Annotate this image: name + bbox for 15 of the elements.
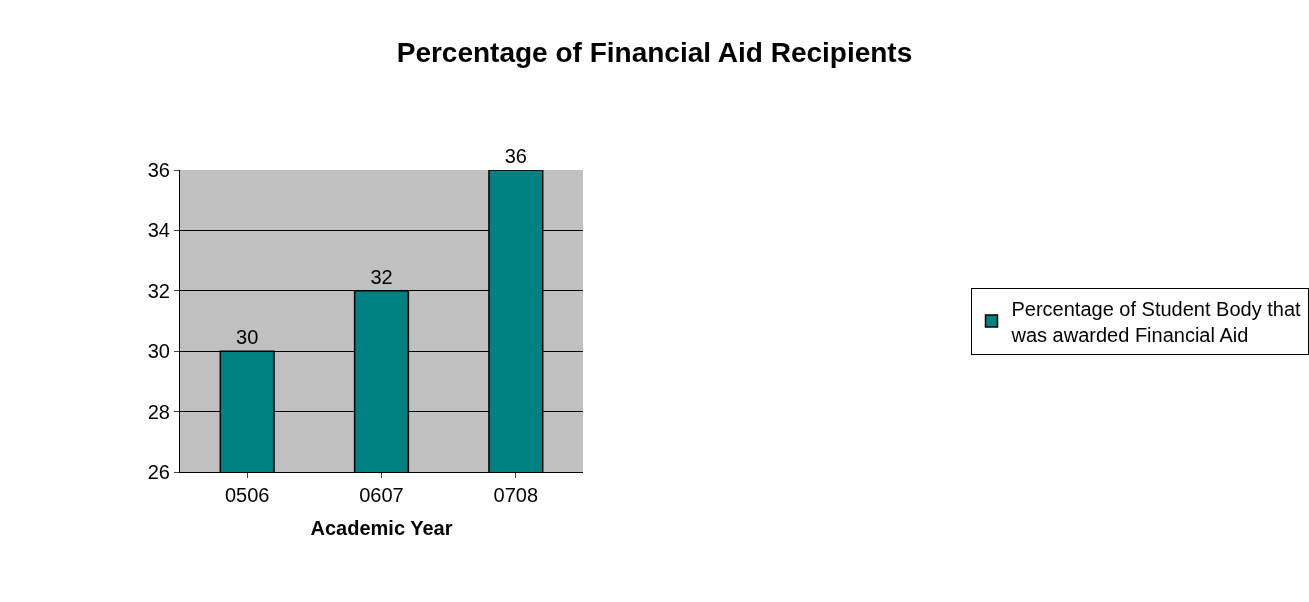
legend-label: Percentage of Student Body that was awarded Financial Aid	[1010, 297, 1302, 346]
x-axis-title: Academic Year	[310, 516, 453, 539]
y-tick-label: 34	[147, 219, 170, 242]
x-tick-label: 0708	[493, 484, 539, 506]
x-tick-label: 0607	[359, 484, 404, 506]
y-tick-label: 36	[147, 159, 170, 181]
y-tick-label: 32	[147, 279, 170, 302]
y-tick-label: 28	[147, 400, 170, 423]
text: Percentage of Financial Aid Recipients	[396, 36, 913, 68]
data-label: 30	[236, 326, 259, 349]
y-tick-label: 30	[147, 340, 170, 363]
data-label: 32	[370, 265, 393, 288]
data-label: 36	[504, 145, 527, 167]
x-tick-label: 0506	[224, 484, 270, 506]
y-tick-label: 26	[147, 461, 170, 483]
